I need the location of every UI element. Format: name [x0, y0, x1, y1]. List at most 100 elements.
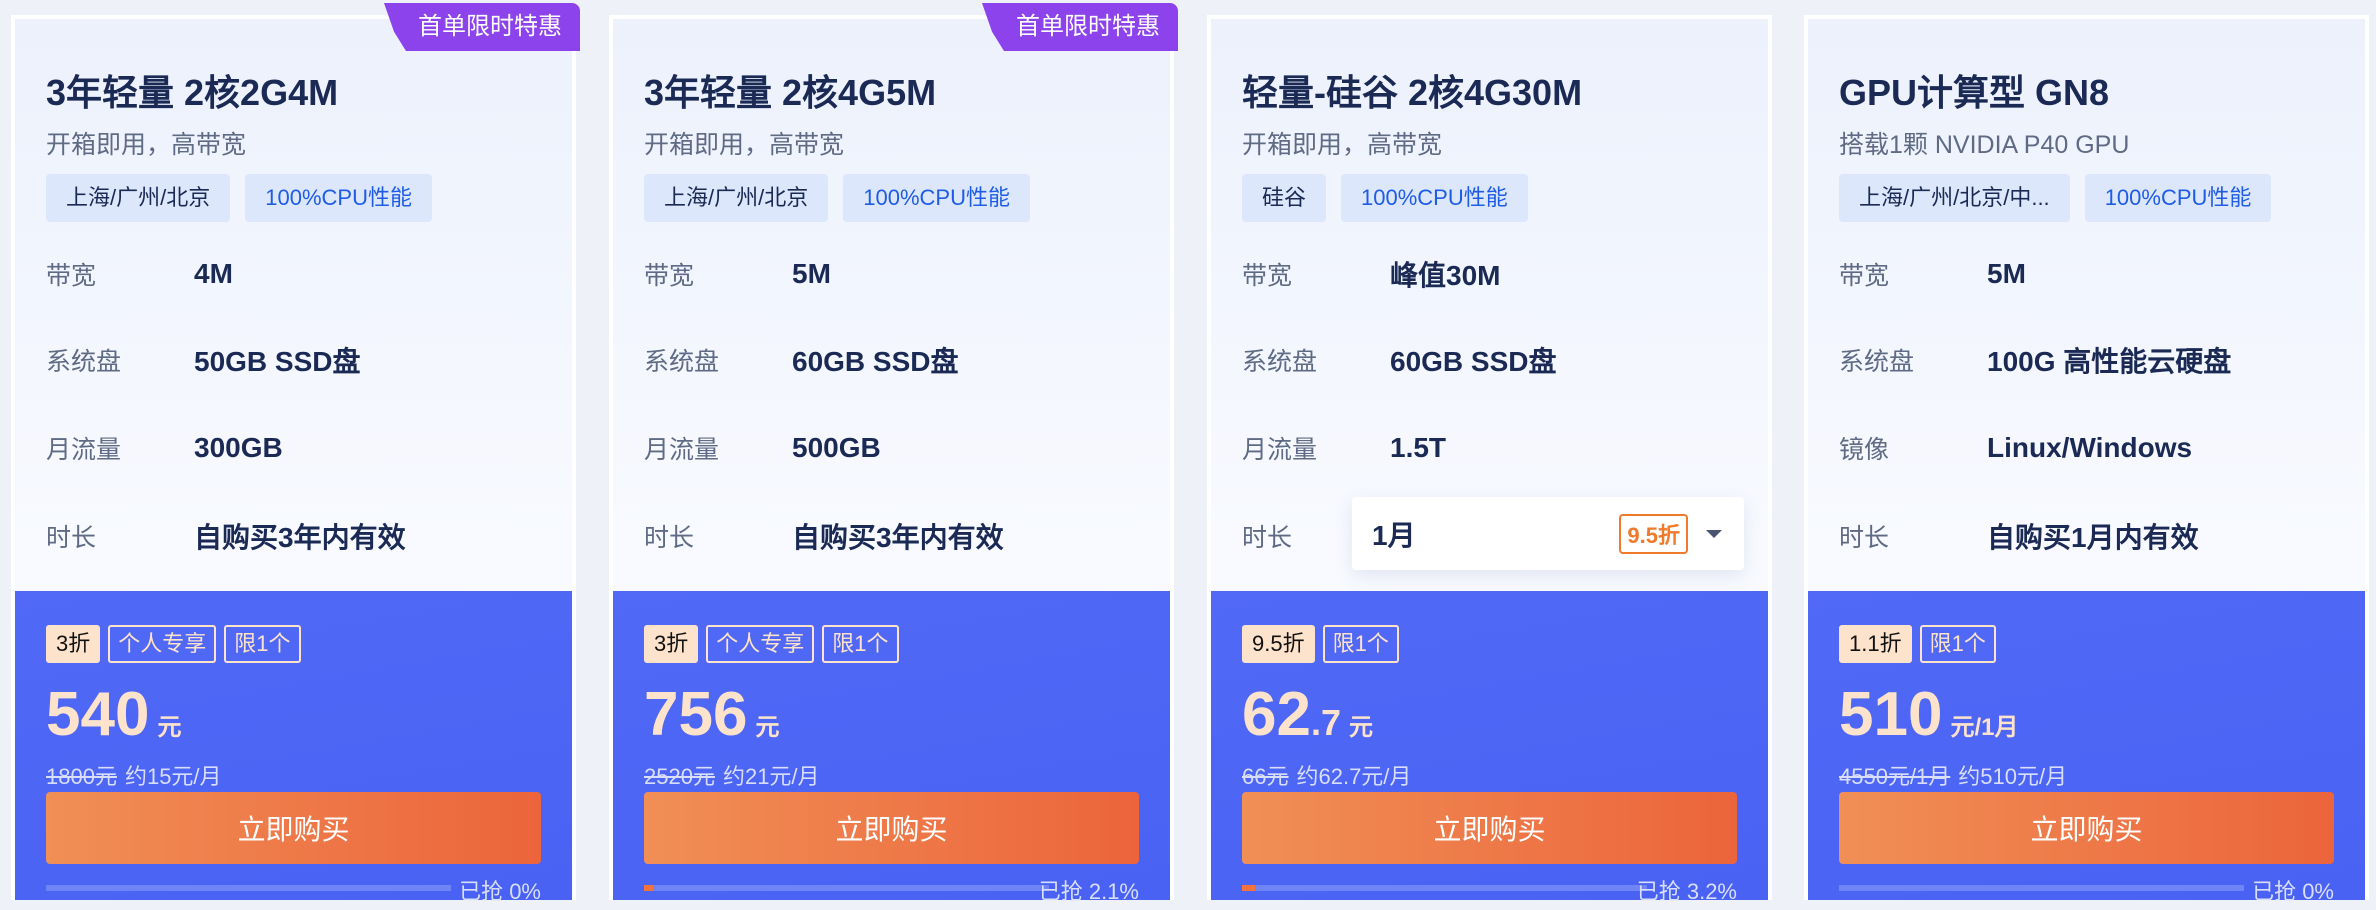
region-tag: 上海/广州/北京/中...: [1839, 174, 2070, 222]
discount-tag: 9.5折: [1242, 625, 1315, 663]
spec-row: 系统盘 50GB SSD盘: [46, 340, 361, 380]
feature-tags: 上海/广州/北京 100%CPU性能: [644, 174, 1030, 222]
price: 510 元/1月: [1839, 679, 2018, 750]
monthly-price: 约510元/月: [1958, 764, 2068, 789]
original-price-line: 2520元 约21元/月: [644, 759, 820, 791]
product-subtitle: 开箱即用，高带宽: [644, 131, 845, 159]
product-title: 3年轻量 2核2G4M: [46, 72, 339, 113]
price-unit: 元: [1349, 714, 1373, 741]
promo-badge: 首单限时特惠: [982, 3, 1178, 51]
promo-tags: 9.5折 限1个: [1242, 625, 1399, 663]
spec-value: 300GB: [194, 432, 283, 463]
spec-row: 镜像 Linux/Windows: [1839, 428, 2192, 468]
original-price-line: 1800元 约15元/月: [46, 759, 222, 791]
spec-value: Linux/Windows: [1987, 432, 2193, 463]
spec-label: 月流量: [46, 436, 122, 464]
original-price-line: 66元 约62.7元/月: [1242, 759, 1411, 791]
spec-row: 系统盘 60GB SSD盘: [644, 340, 959, 380]
product-card: 3年轻量 2核2G4M 开箱即用，高带宽上海/广州/北京 100%CPU性能带宽 4M…: [11, 3, 580, 904]
limit-tag: 限1个: [1322, 625, 1399, 663]
spec-value: 峰值30M: [1390, 260, 1501, 291]
spec-label: 月流量: [1242, 436, 1318, 464]
spec-row: 月流量 500GB: [644, 428, 881, 468]
region-tag: 硅谷: [1242, 174, 1327, 222]
limit-tag: 限1个: [1919, 625, 1996, 663]
product-subtitle: 搭载1颗 NVIDIA P40 GPU: [1839, 131, 2130, 159]
product-card: GPU计算型 GN8 搭载1颗 NVIDIA P40 GPU 上海/广州/北京/中.…: [1804, 15, 2369, 904]
discount-tag: 3折: [644, 625, 699, 663]
product-title: 轻量-硅谷 2核4G30M: [1242, 72, 1583, 113]
price-decimal: .7: [1310, 702, 1341, 743]
spec-label: 系统盘: [46, 348, 122, 376]
promo-badge: 首单限时特惠: [384, 3, 580, 51]
spec-row: 带宽 5M: [644, 254, 831, 294]
price-value: 510: [1839, 680, 1943, 749]
sold-percent-label: 已抢 3.2%: [1636, 879, 1737, 904]
price: 62.7 元: [1242, 679, 1373, 750]
limit-tag: 个人专享: [108, 625, 217, 663]
sold-percent-label: 已抢 0%: [2252, 879, 2334, 904]
spec-row: 时长: [1242, 516, 1390, 556]
spec-row: 带宽 4M: [46, 254, 233, 294]
original-price: 4550元/1月: [1839, 764, 1951, 789]
buy-now-button[interactable]: 立即购买: [1242, 792, 1737, 864]
sold-progress-bar: [1242, 885, 1647, 891]
spec-label: 带宽: [1242, 262, 1293, 290]
spec-row: 月流量 300GB: [46, 428, 283, 468]
spec-label: 带宽: [1839, 262, 1890, 290]
spec-value: 1.5T: [1390, 432, 1447, 463]
spec-value: 60GB SSD盘: [792, 346, 959, 377]
spec-label: 镜像: [1839, 436, 1890, 464]
spec-value: 5M: [792, 258, 831, 289]
spec-value: 500GB: [792, 432, 881, 463]
performance-tag: 100%CPU性能: [245, 174, 432, 222]
monthly-price: 约21元/月: [722, 764, 820, 789]
spec-label: 时长: [1242, 524, 1293, 552]
promo-tags: 1.1折 限1个: [1839, 625, 1996, 663]
sold-progress-fill: [644, 885, 653, 891]
sold-progress-bar: [46, 885, 451, 891]
spec-value: 自购买3年内有效: [792, 522, 1004, 553]
monthly-price: 约15元/月: [124, 764, 222, 789]
pricing-panel: 3折 个人专享 限1个 756 元 2520元 约21元/月 立即购买 已抢 2.1%: [613, 591, 1170, 904]
buy-now-button[interactable]: 立即购买: [644, 792, 1139, 864]
spec-value: 4M: [194, 258, 233, 289]
limit-tag: 限1个: [224, 625, 301, 663]
spec-value: 50GB SSD盘: [194, 346, 361, 377]
spec-value: 自购买3年内有效: [194, 522, 406, 553]
spec-row: 带宽 峰值30M: [1242, 254, 1500, 294]
performance-tag: 100%CPU性能: [843, 174, 1030, 222]
duration-select[interactable]: 1月 9.5折: [1352, 497, 1744, 570]
duration-value: 1月: [1372, 519, 1416, 551]
spec-label: 系统盘: [644, 348, 720, 376]
spec-label: 月流量: [644, 436, 720, 464]
spec-value: 100G 高性能云硬盘: [1987, 346, 2232, 377]
product-title: 3年轻量 2核4G5M: [644, 72, 937, 113]
sold-percent-label: 已抢 0%: [459, 879, 541, 904]
price-unit: 元: [157, 714, 182, 741]
price: 540 元: [46, 679, 181, 750]
spec-row: 时长 自购买1月内有效: [1839, 516, 2199, 556]
duration-discount-badge: 9.5折: [1619, 513, 1688, 554]
buy-now-button[interactable]: 立即购买: [46, 792, 541, 864]
spec-label: 带宽: [46, 262, 97, 290]
spec-label: 时长: [644, 524, 695, 552]
spec-row: 时长 自购买3年内有效: [46, 516, 406, 556]
price-value: 756: [644, 680, 748, 749]
region-tag: 上海/广州/北京: [644, 174, 829, 222]
feature-tags: 硅谷 100%CPU性能: [1242, 174, 1528, 222]
buy-now-button[interactable]: 立即购买: [1839, 792, 2334, 864]
sold-percent-label: 已抢 2.1%: [1038, 879, 1139, 904]
monthly-price: 约62.7元/月: [1296, 764, 1412, 789]
product-subtitle: 开箱即用，高带宽: [46, 131, 247, 159]
price-value: 62: [1242, 680, 1311, 749]
spec-value: 60GB SSD盘: [1390, 346, 1557, 377]
spec-label: 带宽: [644, 262, 695, 290]
region-tag: 上海/广州/北京: [46, 174, 231, 222]
spec-label: 时长: [46, 524, 97, 552]
discount-tag: 1.1折: [1839, 625, 1912, 663]
sold-progress-bar: [1839, 885, 2244, 891]
spec-label: 时长: [1839, 524, 1890, 552]
chevron-down-icon[interactable]: [1706, 529, 1722, 538]
feature-tags: 上海/广州/北京 100%CPU性能: [46, 174, 432, 222]
